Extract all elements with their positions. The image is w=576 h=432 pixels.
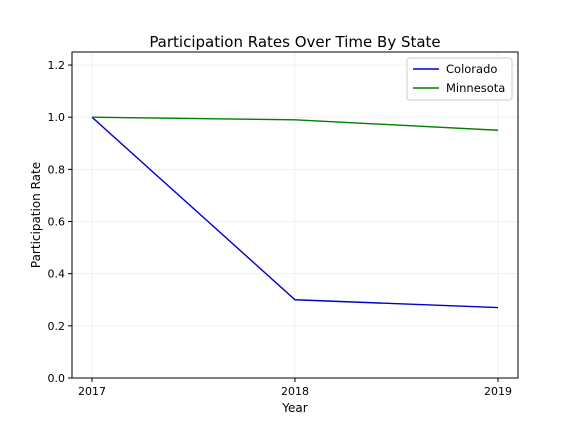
y-tick-label: 1.2 [48,59,66,72]
x-axis-label: Year [281,401,307,415]
chart-title: Participation Rates Over Time By State [149,33,440,51]
y-tick-label: 0.6 [48,216,66,229]
x-tick-label: 2018 [281,385,309,398]
y-tick-label: 0.8 [48,163,66,176]
y-axis-label: Participation Rate [29,162,43,268]
x-axis-ticks: 2017 2018 2019 [78,378,512,398]
y-tick-label: 0.0 [48,372,66,385]
y-tick-label: 1.0 [48,111,66,124]
y-axis-ticks: 0.0 0.2 0.4 0.6 0.8 1.0 1.2 [48,59,72,385]
legend: Colorado Minnesota [406,57,513,101]
series-lines [91,116,499,309]
y-tick-label: 0.4 [48,268,66,281]
y-tick-label: 0.2 [48,320,66,333]
series-line-colorado [91,116,499,309]
legend-label-minnesota: Minnesota [446,81,505,95]
x-tick-label: 2019 [484,385,512,398]
x-tick-label: 2017 [78,385,106,398]
series-line-minnesota [91,116,499,131]
legend-label-colorado: Colorado [446,62,497,76]
